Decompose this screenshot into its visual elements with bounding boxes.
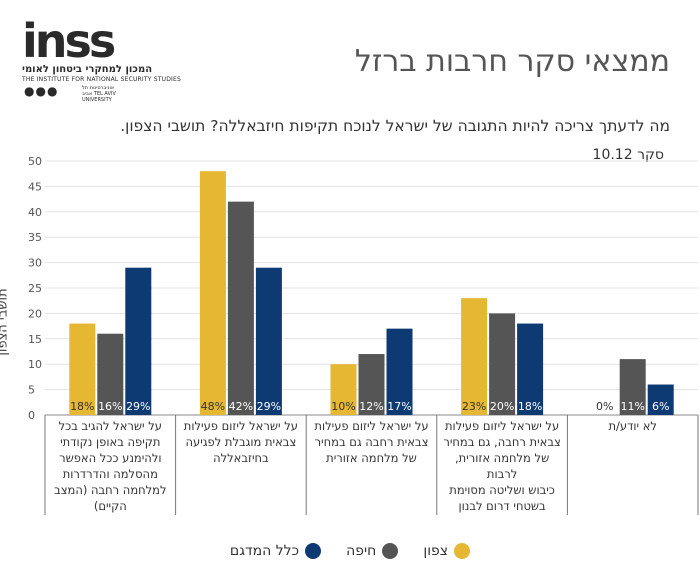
category-label: לא יודע/ת (571, 418, 694, 434)
survey-question: מה לדעתך צריכה להיות התגובה של ישראל לנו… (120, 117, 670, 135)
data-label: 16% (98, 400, 122, 413)
y-tick-label: 25 (28, 282, 42, 295)
bar (97, 333, 124, 415)
category-label-line: על ישראל להגיב בכל (58, 419, 162, 433)
category-label-line: צבאית מוגבלת לפגיעה (185, 435, 297, 449)
data-label: 18% (518, 400, 542, 413)
data-label: 42% (229, 400, 253, 413)
legend-swatch-north (454, 542, 471, 559)
survey-date: סקר 10.12 (592, 147, 664, 163)
data-label: 29% (257, 400, 281, 413)
category-label-line: ולהימנע ככל האפשר (59, 451, 162, 465)
logo-dots-icon: ●●● (24, 84, 59, 98)
category-label-line: מהסלמה והדרדרות (62, 467, 158, 481)
legend-swatch-haifa (382, 542, 399, 559)
data-label: 23% (462, 400, 486, 413)
y-tick-label: 15 (28, 333, 42, 346)
inss-logo: inss המכון למחקרי ביטחון לאומי THE INSTI… (22, 14, 181, 103)
legend-item-haifa: חיפה (346, 542, 399, 559)
logo-english-name: THE INSTITUTE FOR NATIONAL SECURITY STUD… (22, 76, 181, 83)
data-label: 12% (359, 400, 383, 413)
logo-hebrew-name: המכון למחקרי ביטחון לאומי (22, 64, 153, 75)
bar (647, 384, 674, 415)
category-label-line: צבאית רחבה גם במחיר (314, 435, 429, 449)
y-tick-label: 40 (28, 206, 42, 219)
y-tick-label: 30 (28, 257, 42, 270)
bar-chart: 0 5 10 15 20 25 30 35 40 45 50 18% 16% 29% 48% 42% 29% 10… (28, 155, 699, 515)
legend: צפון חיפה כלל המדגם (0, 540, 700, 559)
category-label-line: תקיפה באופן נקודתי (60, 435, 161, 449)
data-label: 11% (620, 400, 644, 413)
bar (227, 201, 254, 415)
category-label-line: צבאית רחבה, גם במחיר (443, 435, 561, 449)
bar (358, 354, 385, 415)
bar (330, 364, 357, 415)
data-label: 10% (331, 400, 355, 413)
legend-label-panel: כלל המדגם (229, 542, 300, 559)
data-label: 29% (126, 400, 150, 413)
legend-swatch-panel (305, 542, 322, 559)
bar (125, 267, 152, 415)
category-label-line: בחיזבאללה (213, 451, 269, 465)
category-label-line: למלחמה רחבה (המצב (54, 483, 167, 497)
bar (199, 171, 226, 415)
category-label-line: על ישראל ליזום פעילות (445, 419, 560, 433)
data-label: 48% (201, 400, 225, 413)
category-label: על ישראל ליזום פעילות צבאית רחבה גם במחיר… (310, 418, 433, 466)
logo-wordmark: inss (22, 14, 116, 68)
y-tick-label: 20 (28, 307, 42, 320)
bar (386, 328, 413, 415)
data-label: 18% (70, 400, 94, 413)
data-label: 0% (596, 400, 613, 413)
category-label: על ישראל ליזום פעילות צבאית רחבה, גם במחי… (441, 418, 564, 514)
category-label-line: של מלחמה אזורית, לרבות (454, 451, 550, 481)
bar (461, 298, 488, 415)
y-tick-label: 5 (28, 384, 35, 397)
y-tick-label: 0 (28, 409, 35, 422)
data-label: 6% (652, 400, 669, 413)
category-label-line: בשטחי דרום לבנון (458, 499, 546, 513)
data-label: 17% (387, 400, 411, 413)
y-tick-label: 50 (28, 155, 42, 168)
legend-label-north: צפון (423, 542, 449, 559)
y-tick-label: 35 (28, 231, 42, 244)
category-label: על ישראל ליזום פעילות צבאית מוגבלת לפגיעה… (180, 418, 303, 466)
legend-label-haifa: חיפה (346, 542, 377, 559)
y-tick-label: 10 (28, 358, 42, 371)
y-tick-label: 45 (28, 180, 42, 193)
legend-item-panel: כלל המדגם (229, 542, 322, 559)
bar (619, 359, 646, 415)
category-label: על ישראל להגיב בכל תקיפה באופן נקודתי ולהי… (49, 418, 172, 514)
page-title: ממצאי סקר חרבות ברזל (354, 44, 670, 79)
data-label: 20% (490, 400, 514, 413)
category-label-line: כיבוש ושליטה מסוימת (449, 483, 555, 497)
category-label-line: הקיים) (93, 499, 127, 513)
logo-university: אוניברסיטת תל אביב TEL AVIV UNIVERSITY (82, 85, 116, 103)
bar (489, 313, 516, 415)
bar (517, 323, 544, 415)
category-label-line: לא יודע/ת (608, 419, 657, 433)
category-label-line: של מלחמה אזורית (326, 451, 417, 465)
bar (69, 323, 96, 415)
bar (255, 267, 282, 415)
legend-item-north: צפון (423, 542, 471, 559)
category-label-line: על ישראל ליזום פעילות (183, 419, 298, 433)
category-label-line: על ישראל ליזום פעילות (314, 419, 429, 433)
